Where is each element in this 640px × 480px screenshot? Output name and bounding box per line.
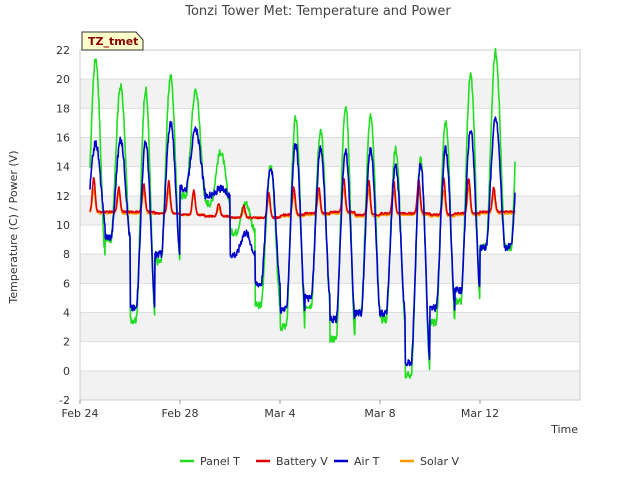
y-tick-label: -2: [59, 394, 70, 407]
site-badge: TZ_tmet: [81, 31, 144, 51]
y-tick-label: 8: [63, 248, 70, 261]
background-band: [80, 195, 580, 225]
legend: Panel T Battery V Air T Solar V: [180, 455, 460, 468]
y-tick-label: 22: [56, 44, 70, 57]
background-band: [80, 79, 580, 109]
x-axis-label: Time: [550, 423, 578, 436]
plot-background-bands: [80, 79, 580, 400]
chart-title: Tonzi Tower Met: Temperature and Power: [184, 4, 451, 19]
y-tick-label: 2: [63, 336, 70, 349]
x-axis-ticks: Feb 24 Feb 28 Mar 4 Mar 8 Mar 12: [62, 400, 499, 420]
background-band: [80, 254, 580, 284]
y-tick-label: 4: [63, 307, 70, 320]
y-axis-ticks: -2 0 2 4 6 8 10 12 14 16 18 20 22: [56, 44, 70, 407]
series-line-battery-v: [89, 176, 516, 220]
background-band: [80, 370, 580, 400]
legend-label: Panel T: [200, 455, 240, 468]
y-tick-label: 16: [56, 132, 70, 145]
site-badge-box: [81, 31, 144, 51]
x-tick-label: Mar 8: [364, 407, 395, 420]
legend-label: Solar V: [420, 455, 460, 468]
x-tick-label: Feb 28: [162, 407, 199, 420]
y-axis-label: Temperature (C) / Power (V): [7, 150, 20, 304]
site-badge-label: TZ_tmet: [88, 35, 138, 48]
x-tick-label: Mar 4: [264, 407, 295, 420]
plot-frame: [79, 49, 581, 401]
y-tick-label: 6: [63, 277, 70, 290]
background-band: [80, 137, 580, 167]
x-tick-label: Mar 12: [461, 407, 499, 420]
series-line-air-t: [89, 116, 516, 367]
y-tick-label: 18: [56, 102, 70, 115]
legend-label: Air T: [354, 455, 380, 468]
series-layer: [89, 47, 516, 379]
legend-label: Battery V: [276, 455, 328, 468]
y-tick-label: 10: [56, 219, 70, 232]
y-tick-label: 12: [56, 190, 70, 203]
y-tick-label: 0: [63, 365, 70, 378]
y-tick-label: 14: [56, 161, 70, 174]
y-tick-label: 20: [56, 73, 70, 86]
x-tick-label: Feb 24: [62, 407, 99, 420]
